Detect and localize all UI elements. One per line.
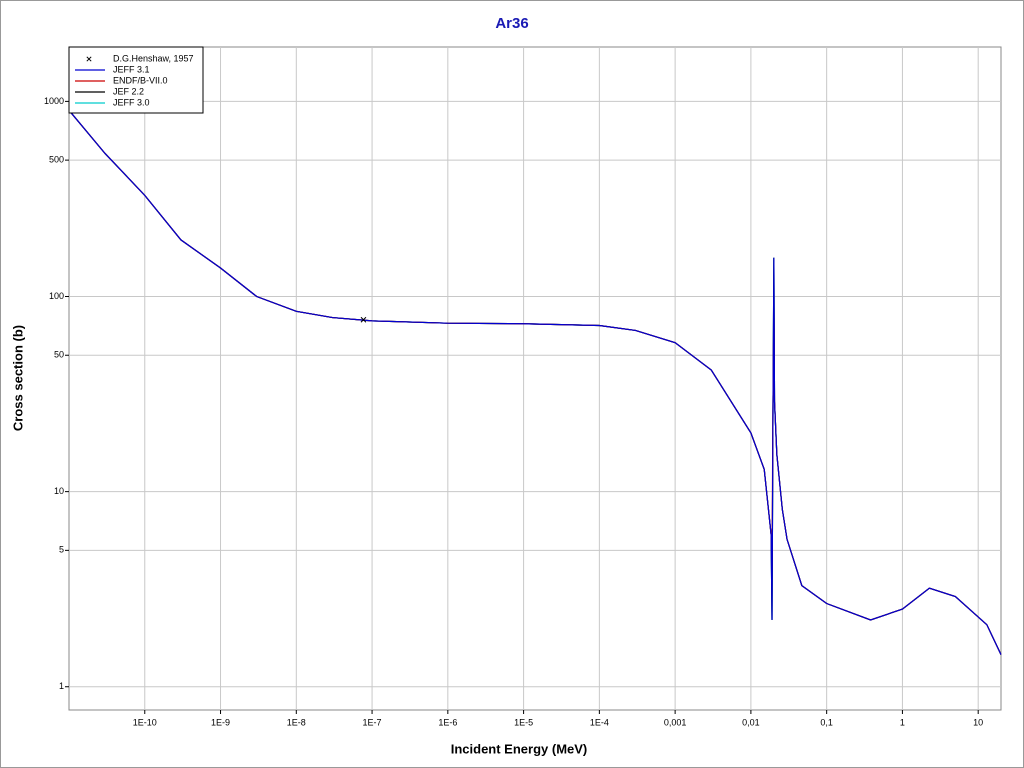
- x-tick-label: 1E-6: [438, 717, 457, 727]
- y-tick-label: 50: [54, 350, 64, 360]
- legend-label: ENDF/B-VII.0: [113, 75, 168, 85]
- x-tick-label: 1E-10: [133, 717, 157, 727]
- y-tick-label: 5: [59, 545, 64, 555]
- x-tick-label: 0,001: [664, 717, 687, 727]
- plot-area: [68, 46, 1002, 711]
- legend-label: D.G.Henshaw, 1957: [113, 53, 194, 63]
- chart-title: Ar36: [495, 15, 528, 32]
- x-tick-label: 1E-8: [287, 717, 306, 727]
- legend-label: JEF 2.2: [113, 86, 144, 96]
- x-tick-label: 1E-4: [590, 717, 609, 727]
- y-tick-label: 500: [49, 155, 64, 165]
- x-tick-label: 1E-5: [514, 717, 533, 727]
- y-tick-label: 1000: [44, 96, 64, 106]
- x-tick-label: 0,01: [742, 717, 760, 727]
- y-tick-label: 10: [54, 486, 64, 496]
- legend-label: JEFF 3.1: [113, 64, 150, 74]
- legend-label: JEFF 3.0: [113, 97, 150, 107]
- x-tick-label: 1E-9: [211, 717, 230, 727]
- y-axis-label: Cross section (b): [10, 325, 25, 431]
- data-point: [360, 316, 367, 323]
- x-tick-label: 1E-7: [363, 717, 382, 727]
- grid: 1E-10 1E-9 1E-8 1E-7 1E-6 1E-5 1E-4 0,001 0,01 0,…: [44, 47, 1001, 727]
- legend-marker: [86, 56, 92, 62]
- series-layer: [68, 109, 1002, 655]
- x-axis-label: Incident Energy (MeV): [451, 741, 588, 756]
- y-tick-label: 1: [59, 681, 64, 691]
- x-tick-label: 10: [973, 717, 983, 727]
- legend-box: [68, 46, 204, 114]
- series-line: [68, 109, 1002, 655]
- x-tick-label: 1: [900, 717, 905, 727]
- y-tick-label: 100: [49, 291, 64, 301]
- x-tick-label: 0,1: [820, 717, 833, 727]
